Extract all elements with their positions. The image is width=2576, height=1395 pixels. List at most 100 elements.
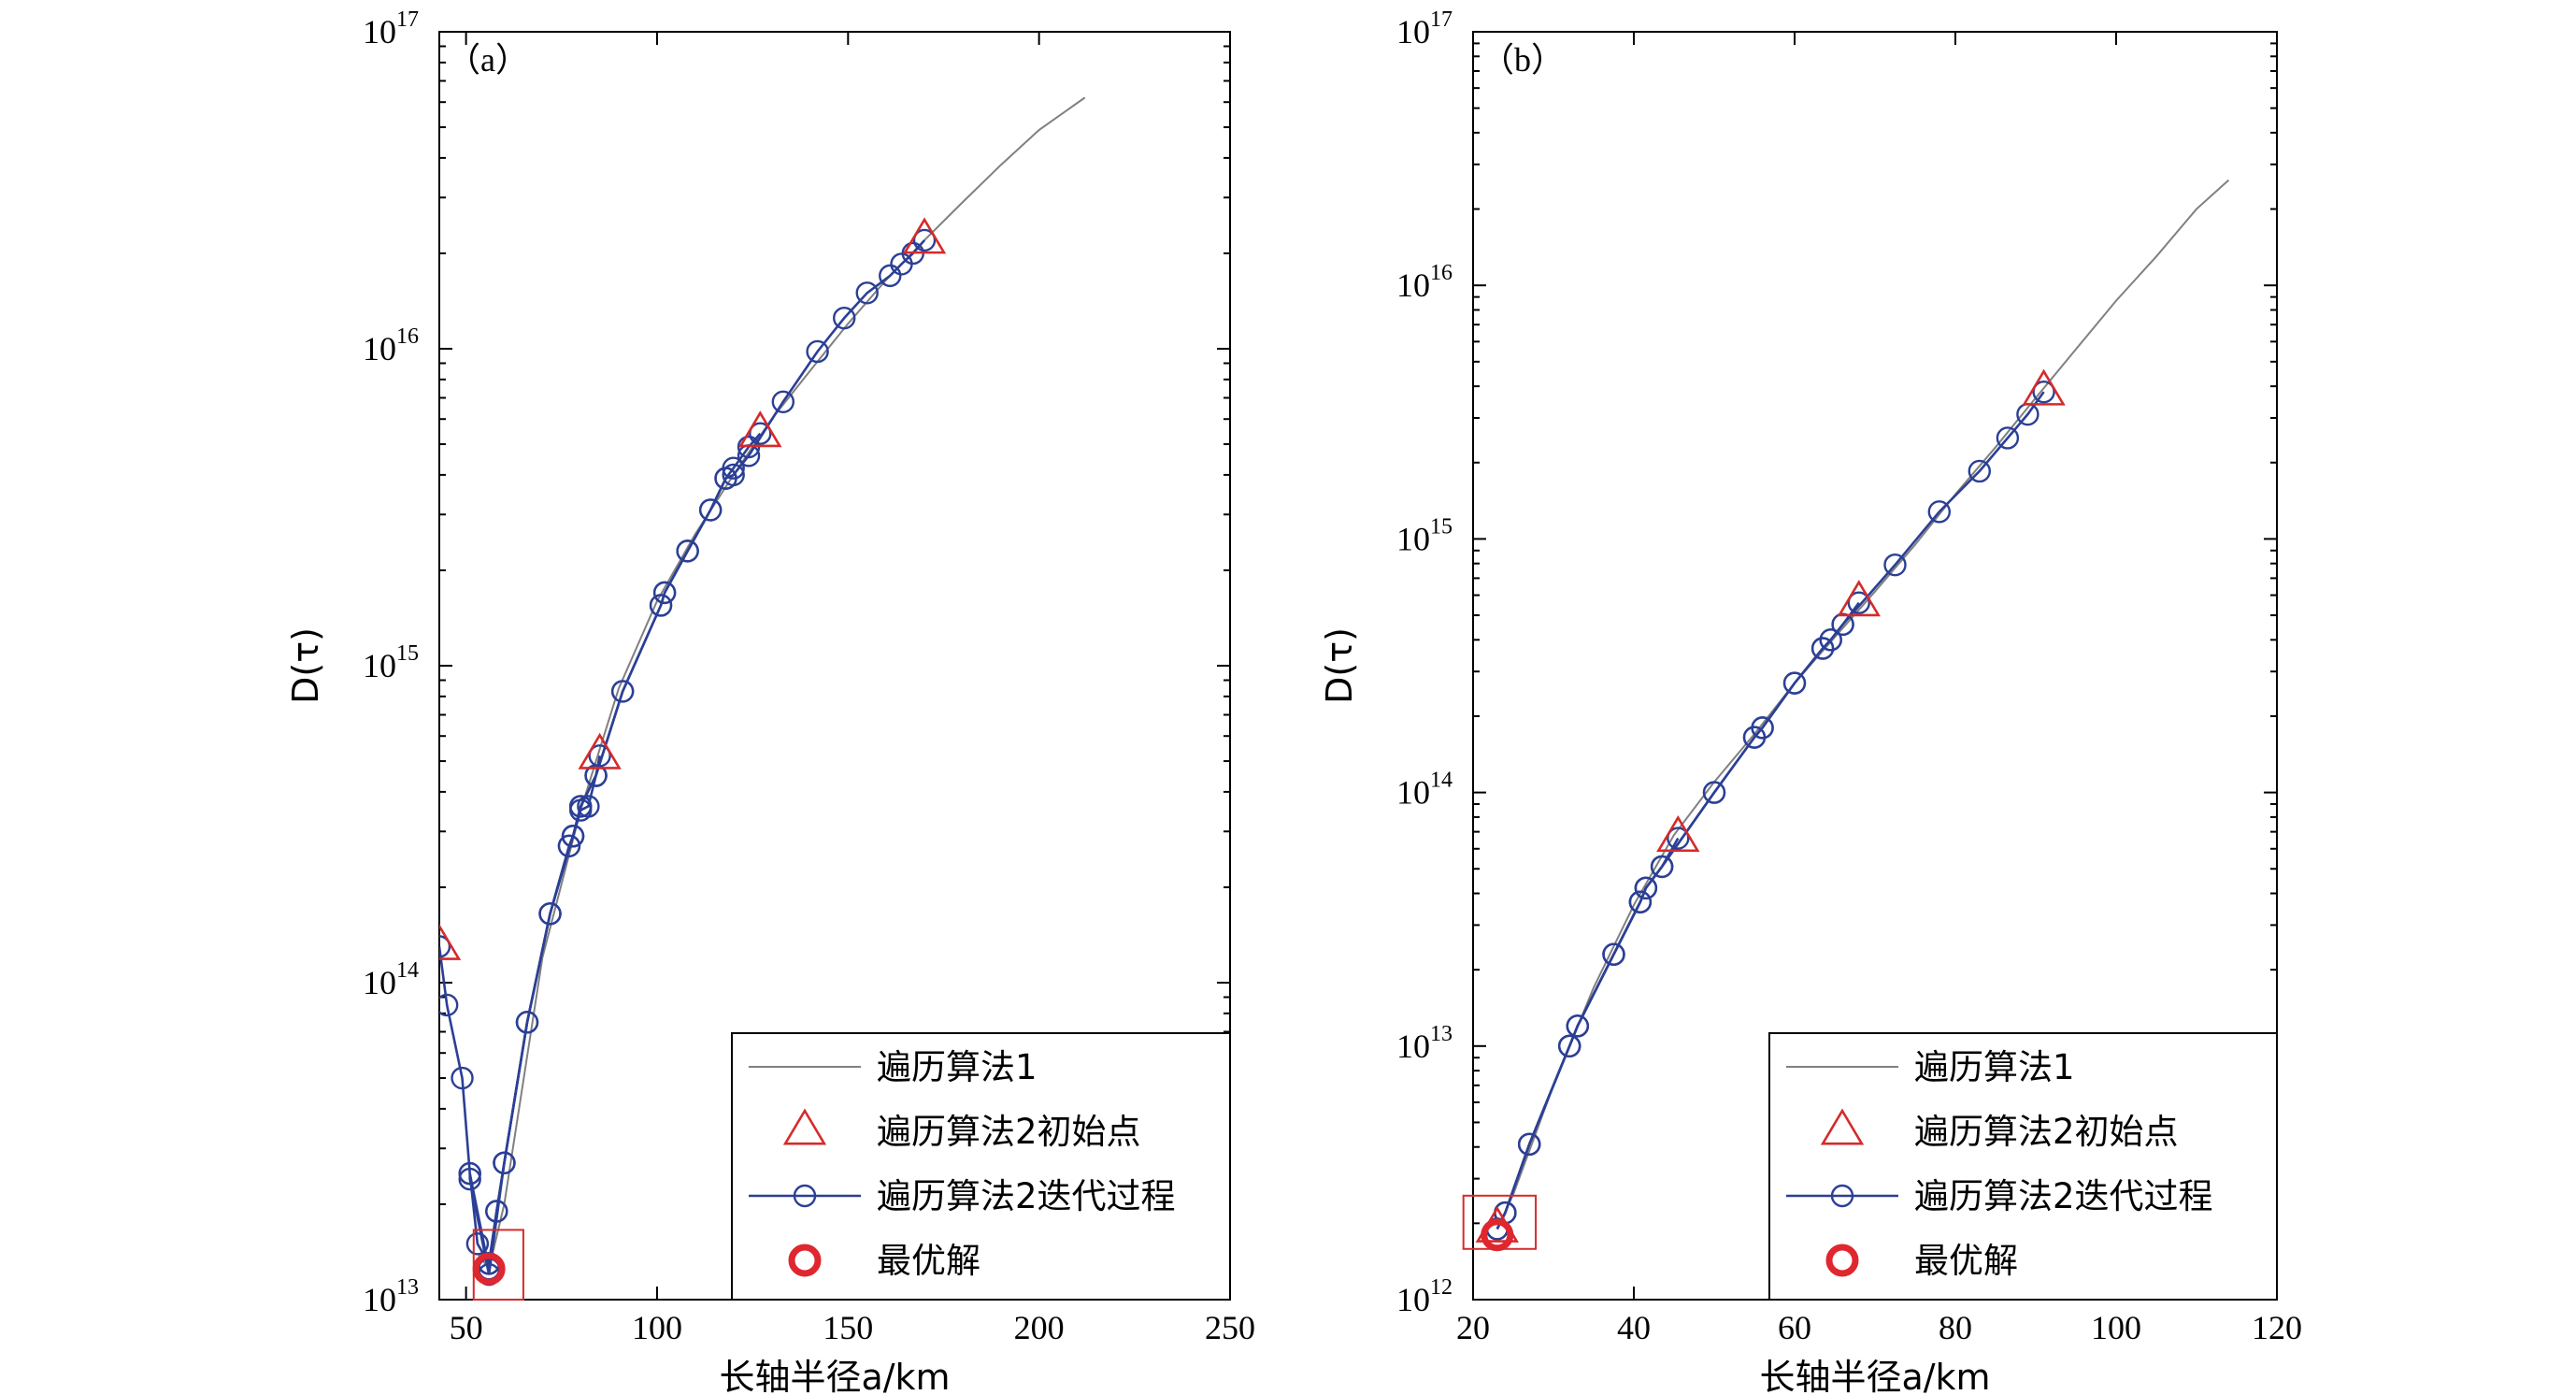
iteration-point	[569, 795, 593, 818]
x-tick-label: 200	[1014, 1309, 1065, 1346]
iteration-point	[1819, 628, 1842, 652]
iteration-point	[1628, 890, 1653, 913]
iteration-point	[1667, 827, 1690, 850]
y-tick-label: 1015	[1396, 514, 1453, 557]
y-axis-label: D(τ)	[285, 627, 326, 704]
initial-point	[738, 410, 782, 448]
iteration-point	[458, 1161, 481, 1186]
x-axis-label: 长轴半径a/km	[1759, 1357, 1990, 1395]
y-tick-label: 1014	[1396, 769, 1453, 812]
legend-label-gray-line: 遍历算法1	[1914, 1047, 2075, 1087]
y-axis-label: D(τ)	[1319, 627, 1360, 704]
iteration-point	[515, 1011, 539, 1034]
panel-label: （b）	[1481, 41, 1565, 79]
zoom-box	[1462, 1194, 1538, 1250]
iteration-point	[458, 1167, 481, 1191]
x-tick-label: 80	[1939, 1309, 1972, 1346]
iteration-point	[749, 422, 772, 445]
iteration-point	[1782, 671, 1807, 695]
iteration-point	[1517, 1132, 1541, 1157]
iteration-point	[1810, 637, 1835, 660]
iteration-point	[649, 594, 673, 617]
iteration-point	[1968, 459, 1992, 483]
iteration-point	[1650, 855, 1674, 879]
iteration-point	[879, 264, 902, 288]
y-tick-label: 1016	[1396, 261, 1453, 304]
y-tick-label: 1016	[363, 324, 419, 367]
best-solution-point	[472, 1252, 506, 1286]
initial-point	[439, 923, 462, 960]
iteration-point	[561, 825, 585, 848]
iteration-point	[912, 228, 937, 252]
iteration-point	[698, 498, 723, 522]
iteration-point	[1557, 1034, 1581, 1058]
iteration-point	[1566, 1014, 1590, 1038]
panel-label: （a）	[447, 41, 529, 79]
y-tick-label: 1017	[363, 7, 419, 50]
iteration-point	[833, 306, 856, 330]
iteration-point	[676, 539, 699, 563]
x-tick-label: 60	[1778, 1309, 1811, 1346]
x-tick-label: 20	[1456, 1309, 1490, 1346]
y-tick-label: 1012	[1396, 1275, 1453, 1318]
legend-label-circles-line: 遍历算法2迭代过程	[877, 1176, 1176, 1216]
iteration-point	[771, 390, 795, 413]
iteration-point	[465, 1232, 490, 1256]
iteration-point	[1602, 942, 1625, 966]
legend-circle-symbol	[1830, 1184, 1854, 1208]
y-tick-label: 1015	[363, 641, 419, 684]
iteration-point	[557, 834, 581, 857]
initial-point	[1656, 814, 1700, 853]
iteration-point	[610, 680, 635, 703]
legend-label-triangles: 遍历算法2初始点	[1914, 1112, 2179, 1152]
iteration-point	[806, 339, 829, 364]
iteration-point	[652, 581, 677, 605]
iteration-point	[890, 252, 913, 276]
panel-b: 20 40 60 80 100 120 1012 1013 1014 1015 1016 1017 （b…	[1319, 7, 2302, 1395]
x-tick-label: 150	[823, 1309, 873, 1346]
x-tick-label: 100	[2091, 1309, 2141, 1346]
series-line-blue	[468, 239, 926, 1275]
series-line-blue	[487, 432, 762, 1264]
iteration-point	[1634, 876, 1658, 899]
legend-circle-symbol	[793, 1184, 817, 1208]
plot-area	[1475, 179, 2230, 1252]
x-tick-label: 40	[1617, 1309, 1651, 1346]
legend-best-symbol	[788, 1244, 822, 1277]
x-axis-label: 长轴半径a/km	[719, 1357, 950, 1395]
panel-a: 50 100 150 200 250 1013 1014 1015 1016 1017 （a） 长轴半…	[285, 7, 1255, 1395]
iteration-point	[538, 902, 562, 926]
zoom-box	[472, 1229, 524, 1302]
initial-point	[902, 217, 947, 254]
legend-triangle-symbol	[1820, 1108, 1865, 1145]
iteration-point	[1847, 591, 1871, 614]
legend-best-symbol	[1825, 1244, 1859, 1277]
x-tick-label: 120	[2252, 1309, 2302, 1346]
y-tick-label: 1013	[363, 1275, 419, 1318]
y-tick-label: 1013	[1396, 1022, 1453, 1065]
x-tick-label: 250	[1205, 1309, 1255, 1346]
iteration-point	[439, 993, 459, 1017]
y-tick-label: 1017	[1396, 7, 1453, 50]
y-tick-label: 1014	[363, 958, 419, 1001]
iteration-point	[855, 281, 879, 305]
iteration-point	[1742, 726, 1767, 749]
initial-point	[2022, 368, 2066, 406]
iteration-point	[1702, 781, 1726, 804]
x-tick-label: 50	[450, 1309, 483, 1346]
iteration-point	[1996, 426, 2020, 450]
iteration-point	[1883, 553, 1907, 577]
x-tick-label: 100	[632, 1309, 682, 1346]
legend-label-circles-line: 遍历算法2迭代过程	[1914, 1176, 2213, 1216]
iteration-point	[451, 1066, 474, 1090]
iteration-point	[1927, 500, 1952, 524]
iteration-point	[439, 935, 451, 958]
plot-area	[439, 96, 1086, 1287]
legend-triangle-symbol	[782, 1108, 827, 1145]
iteration-point	[493, 1151, 516, 1174]
iteration-point	[2032, 380, 2055, 404]
legend-label-gray-line: 遍历算法1	[877, 1047, 1038, 1087]
